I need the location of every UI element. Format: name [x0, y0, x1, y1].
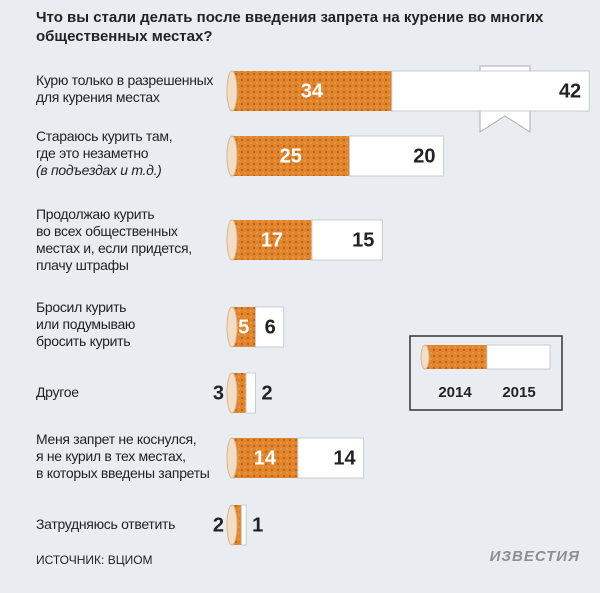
category-label: Меня запрет не коснулся, я не курил в те… [36, 431, 210, 481]
value-label-2014: 34 [301, 80, 324, 102]
bar-cap [226, 135, 238, 177]
chart-title: Что вы стали делать после введения запре… [36, 9, 544, 45]
bar-2015 [255, 306, 285, 348]
legend-box [409, 335, 563, 411]
bar-cap [226, 372, 238, 414]
legend-label: 2015 [502, 384, 535, 401]
bar-2015 [349, 135, 444, 177]
category-label: Затрудняюсь ответить [36, 516, 176, 532]
bar-2014 [232, 136, 350, 176]
bar-2015 [240, 504, 247, 546]
bar-2015 [311, 219, 383, 261]
bar-2014 [232, 220, 312, 260]
bar-2014 [232, 307, 256, 347]
category-label: Бросил курить или подумываю бросить кури… [36, 299, 136, 349]
value-label-2014: 14 [254, 447, 277, 469]
value-label-2015: 42 [559, 80, 581, 102]
category-note: (в подъездах и т.д.) [36, 162, 162, 178]
value-label-2015: 1 [252, 514, 263, 536]
value-label-2014: 25 [280, 145, 302, 167]
bar-cap [226, 504, 238, 546]
value-label-2014: 5 [238, 316, 249, 338]
legend-cap [420, 344, 430, 370]
value-label-2014: 3 [213, 382, 224, 404]
bar-cap [226, 306, 238, 348]
value-label-2014: 2 [213, 514, 224, 536]
bar-cap [226, 70, 238, 112]
value-label-2015: 15 [352, 229, 374, 251]
legend-swatch-2014 [425, 345, 487, 369]
source: ИСТОЧНИК: ВЦИОМ [36, 553, 153, 567]
category-label: Стараюсь курить там, где это незаметно (в… [36, 128, 173, 178]
legend-swatch-2015 [486, 344, 551, 370]
category-label: Продолжаю курить во всех общественных ме… [36, 206, 192, 273]
bar-2015 [297, 437, 365, 479]
value-label-2015: 14 [333, 447, 356, 469]
value-label-2015: 20 [413, 145, 435, 167]
bar-2014 [232, 438, 298, 478]
category-label: Курю только в разрешенных для курения ме… [36, 72, 214, 105]
bar-2015 [391, 70, 590, 112]
value-label-2014: 17 [261, 229, 283, 251]
bar-2014 [232, 71, 392, 111]
legend-label: 2014 [438, 384, 472, 401]
value-label-2015: 6 [265, 316, 276, 338]
bar-cap [226, 219, 238, 261]
bar-cap [226, 437, 238, 479]
value-label-2015: 2 [262, 382, 273, 404]
bar-2015 [245, 372, 257, 414]
category-label: Другое [36, 384, 79, 400]
logo: ИЗВЕСТИЯ [489, 548, 580, 565]
